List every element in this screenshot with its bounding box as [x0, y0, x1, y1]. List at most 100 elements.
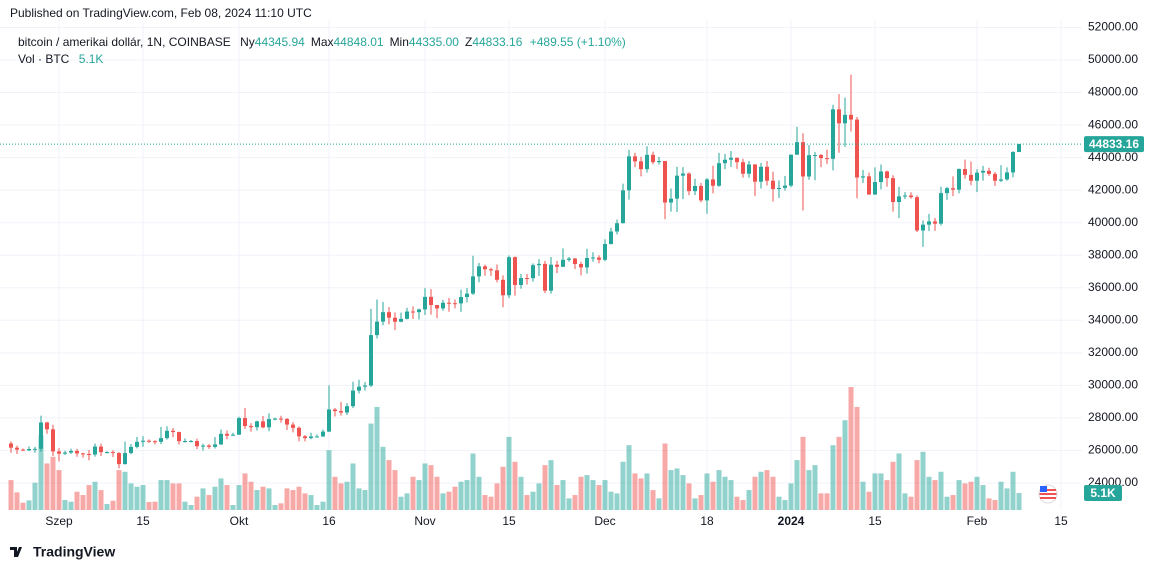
volume-bar — [68, 501, 74, 510]
candle-body — [651, 154, 655, 163]
volume-bar — [236, 485, 242, 510]
candle-body — [849, 114, 853, 120]
volume-bar — [722, 476, 728, 510]
candle-body — [273, 418, 277, 420]
volume-bar — [410, 476, 416, 510]
candle-body — [927, 221, 931, 225]
candle-body — [783, 185, 787, 188]
volume-bar — [50, 456, 56, 510]
volume-bar — [482, 495, 488, 510]
candle-body — [249, 426, 253, 428]
candle-body — [741, 162, 745, 174]
candle-body — [429, 296, 433, 306]
volume-bar — [98, 490, 104, 510]
volume-bar — [188, 505, 194, 510]
volume-bar — [668, 470, 674, 510]
volume-bar — [794, 460, 800, 510]
candle-body — [981, 170, 985, 173]
volume-bar — [362, 490, 368, 510]
field-value: 44345.94 — [254, 35, 305, 49]
volume-bar — [692, 498, 698, 510]
volume-bar — [950, 495, 956, 510]
flag-icon — [1038, 484, 1058, 504]
volume-bar — [578, 476, 584, 510]
candle-body — [285, 418, 289, 425]
volume-bar — [416, 480, 422, 510]
candle-body — [93, 446, 97, 455]
volume-bar — [698, 495, 704, 510]
candle-body — [897, 196, 901, 203]
candle-body — [201, 445, 205, 447]
candle-body — [537, 263, 541, 266]
volume-bar — [1010, 471, 1016, 510]
candle-body — [39, 422, 43, 449]
volume-bar — [116, 470, 122, 510]
volume-bar — [266, 488, 272, 510]
volume-bar — [530, 491, 536, 510]
volume-bar — [962, 483, 968, 510]
y-tick-label: 36000.00 — [1088, 280, 1138, 294]
field-label: Min — [389, 35, 409, 49]
volume-bar — [230, 505, 236, 510]
candle-body — [87, 454, 91, 456]
volume-bar — [992, 500, 998, 510]
candle-body — [975, 172, 979, 181]
candle-body — [159, 438, 163, 442]
candle-body — [615, 223, 619, 232]
candle-body — [423, 296, 427, 310]
candle-body — [243, 418, 247, 427]
volume-bar — [278, 503, 284, 510]
candle-body — [603, 244, 607, 260]
volume-bar — [8, 480, 14, 510]
volume-bar — [14, 492, 20, 510]
candle-body — [819, 155, 823, 159]
volume-bar — [428, 465, 434, 510]
candle-body — [555, 264, 559, 267]
candle-body — [627, 156, 631, 191]
candle-body — [399, 318, 403, 322]
volume-bar — [512, 461, 518, 510]
candle-body — [969, 174, 973, 181]
volume-bar — [926, 476, 932, 510]
volume-bar — [800, 436, 806, 510]
candle-body — [1005, 172, 1009, 180]
volume-bar — [782, 500, 788, 510]
candle-body — [621, 190, 625, 224]
candle-body — [297, 427, 301, 437]
volume-bar — [626, 445, 632, 510]
field-label: Z — [464, 35, 473, 49]
volume-bar — [146, 502, 152, 510]
candle-body — [267, 419, 271, 428]
volume-bar — [854, 406, 860, 510]
candle-body — [279, 418, 283, 420]
candle-body — [195, 441, 199, 447]
candle-body — [393, 317, 397, 322]
candle-body — [963, 169, 967, 175]
volume-bar — [182, 501, 188, 510]
y-tick-label: 50000.00 — [1088, 52, 1138, 66]
candle-body — [189, 441, 193, 443]
candle-body — [105, 452, 109, 454]
volume-bar — [380, 446, 386, 510]
volume-bar — [638, 478, 644, 510]
volume-bar — [110, 500, 116, 510]
candle-body — [837, 109, 841, 124]
volume-value: 5.1K — [78, 52, 104, 66]
volume-bar — [944, 496, 950, 510]
candle-body — [435, 305, 439, 309]
volume-bar — [194, 496, 200, 510]
volume-bar — [80, 495, 86, 510]
candle-body — [375, 321, 379, 336]
volume-bar — [830, 445, 836, 510]
x-tick-label: 18 — [700, 514, 714, 528]
volume-bar — [86, 485, 92, 510]
x-tick-label: Szep — [45, 514, 73, 528]
volume-title: Vol · BTC — [18, 52, 70, 66]
candle-body — [759, 166, 763, 182]
candle-body — [831, 109, 835, 159]
change: +489.55 (+1.10%) — [529, 35, 626, 49]
candle-body — [597, 257, 601, 260]
x-tick-label: Dec — [594, 514, 615, 528]
volume-bar — [818, 493, 824, 510]
volume-bar — [206, 495, 212, 510]
